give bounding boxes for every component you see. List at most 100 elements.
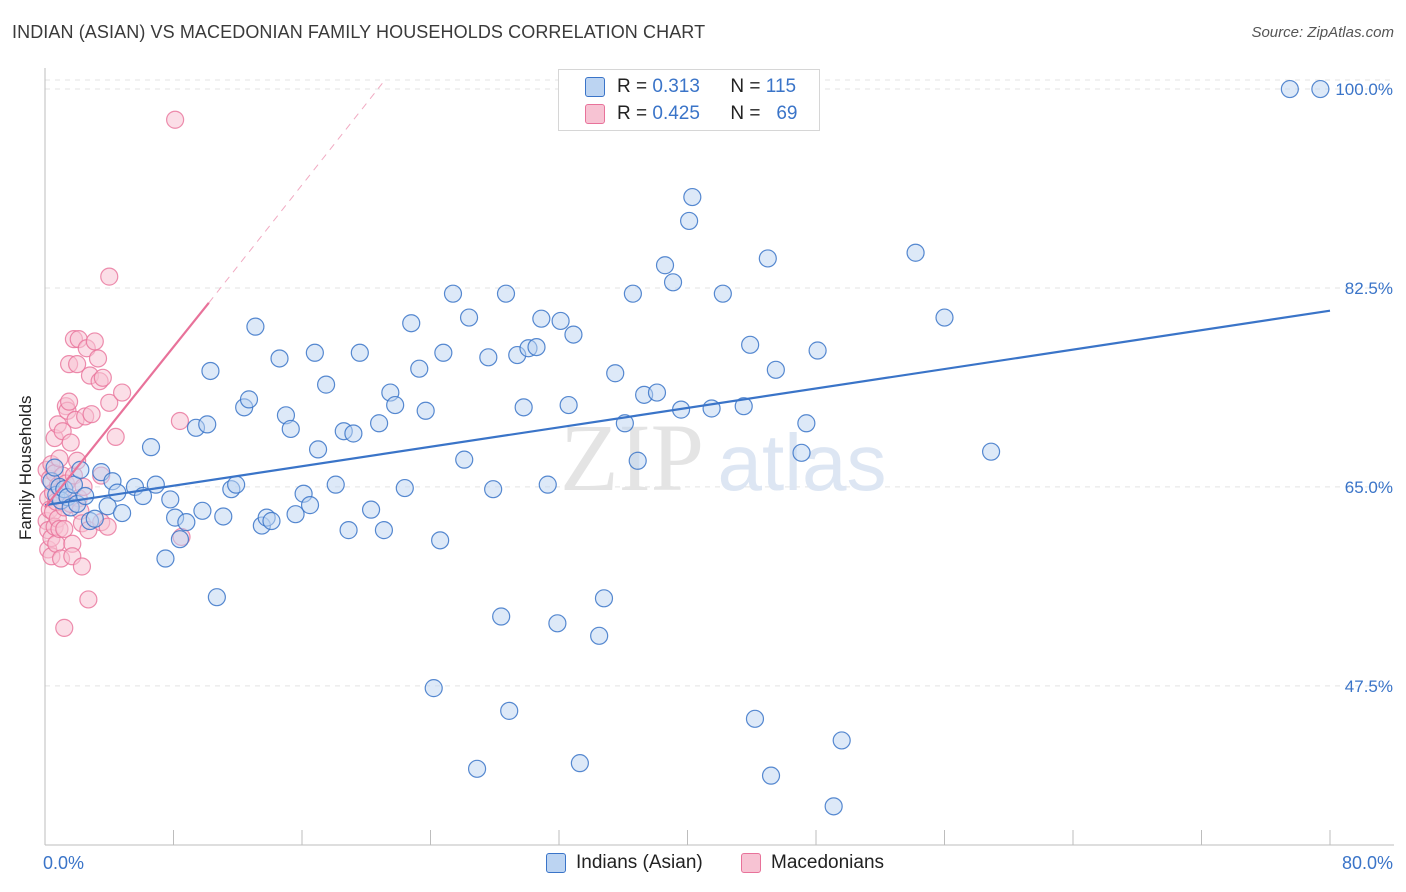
indians-asian-point bbox=[766, 360, 785, 379]
indians-asian-point bbox=[146, 475, 165, 494]
legend-swatch-indians bbox=[585, 77, 605, 97]
indians-asian-point bbox=[281, 419, 300, 439]
indians-asian-point bbox=[1311, 79, 1330, 99]
indians-asian-point bbox=[527, 337, 546, 357]
indians-asian-point bbox=[402, 314, 421, 333]
indians-asian-point bbox=[344, 424, 363, 443]
legend-n-label: N = bbox=[730, 76, 761, 97]
chart-source: Source: ZipAtlas.com bbox=[1251, 24, 1394, 41]
indians-asian-point bbox=[170, 530, 190, 549]
indians-asian-point bbox=[663, 273, 683, 292]
indians-asian-point bbox=[227, 475, 246, 494]
indians-asian-point bbox=[832, 731, 851, 750]
macedonians-point bbox=[55, 519, 74, 539]
indians-asian-point bbox=[741, 335, 760, 354]
macedonians-point bbox=[170, 411, 190, 431]
indians-asian-point bbox=[538, 475, 557, 494]
macedonians-point bbox=[88, 349, 108, 368]
indians-asian-point bbox=[270, 349, 289, 368]
watermark-atlas: atlas bbox=[718, 418, 887, 507]
macedonians-point bbox=[55, 618, 74, 637]
indians-asian-point bbox=[564, 325, 583, 344]
indians-asian-point bbox=[655, 256, 675, 275]
indians-asian-point bbox=[484, 480, 503, 499]
x-tick-label-min: 0.0% bbox=[43, 853, 84, 873]
indians-asian-point bbox=[361, 500, 381, 519]
bottom-legend-label-indians: Indians (Asian) bbox=[576, 852, 703, 873]
indians-asian-point bbox=[713, 284, 732, 303]
indians-asian-point bbox=[416, 401, 435, 420]
macedonians-trend-line bbox=[44, 302, 210, 509]
indians-asian-point bbox=[141, 438, 161, 457]
indians-asian-point bbox=[559, 395, 578, 415]
indians-asian-point bbox=[308, 440, 328, 459]
indians-asian-points bbox=[42, 79, 1330, 816]
x-tick-labels: 0.0% 80.0% bbox=[43, 853, 1393, 873]
indians-asian-point bbox=[410, 359, 429, 378]
legend-n-value-macedonians: 69 bbox=[776, 103, 798, 124]
indians-asian-point bbox=[443, 284, 463, 303]
indians-asian-point bbox=[745, 709, 765, 728]
indians-asian-point bbox=[246, 317, 265, 336]
indians-asian-point bbox=[305, 343, 324, 362]
y-tick-label: 47.5% bbox=[1345, 677, 1393, 696]
indians-asian-point bbox=[548, 614, 567, 633]
indians-asian-point bbox=[326, 475, 345, 494]
indians-asian-point bbox=[758, 249, 777, 268]
indians-asian-point bbox=[431, 531, 450, 550]
indians-asian-point bbox=[492, 607, 511, 626]
trend-lines bbox=[44, 83, 1331, 509]
indians-asian-point bbox=[594, 589, 614, 608]
indians-asian-point bbox=[286, 505, 305, 524]
indians-asian-point bbox=[906, 243, 925, 262]
indians-asian-point bbox=[262, 511, 281, 531]
legend-r-value-macedonians: 0.425 bbox=[652, 103, 700, 124]
macedonians-point bbox=[112, 383, 132, 402]
y-tick-label: 100.0% bbox=[1335, 80, 1393, 99]
indians-asian-point bbox=[590, 626, 609, 645]
indians-asian-point bbox=[45, 458, 64, 477]
indians-asian-point bbox=[479, 348, 498, 367]
indians-asian-point bbox=[198, 415, 217, 434]
legend-r-label: R = bbox=[617, 76, 648, 97]
indians-asian-point bbox=[177, 513, 196, 532]
gridlines bbox=[45, 79, 1394, 687]
indians-asian-point bbox=[193, 501, 212, 520]
macedonians-point bbox=[68, 355, 87, 374]
legend-n-value-indians: 115 bbox=[765, 76, 797, 97]
y-tick-label: 82.5% bbox=[1345, 279, 1393, 298]
macedonians-point bbox=[82, 405, 101, 424]
macedonians-point bbox=[106, 427, 125, 447]
indians-asian-point bbox=[455, 450, 474, 469]
macedonians-point bbox=[59, 392, 79, 411]
indians-asian-point bbox=[761, 766, 781, 785]
macedonians-point bbox=[85, 332, 104, 351]
axes bbox=[44, 68, 1394, 846]
bottom-legend-indians: Indians (Asian) bbox=[546, 852, 703, 874]
y-tick-label: 65.0% bbox=[1345, 478, 1393, 497]
indians-asian-point bbox=[350, 343, 369, 362]
macedonians-point bbox=[93, 368, 112, 387]
indians-asian-point bbox=[395, 478, 414, 498]
indians-asian-point bbox=[71, 460, 90, 479]
macedonians-point bbox=[166, 110, 185, 129]
legend-r-label: R = bbox=[617, 103, 648, 124]
indians-asian-point bbox=[300, 496, 320, 515]
legend-swatch-macedonians bbox=[585, 104, 605, 124]
bottom-legend-swatch-indians bbox=[546, 853, 566, 873]
macedonians-point bbox=[72, 557, 92, 576]
indians-asian-point bbox=[316, 375, 336, 394]
indians-asian-point bbox=[532, 309, 551, 328]
indians-asian-point bbox=[606, 364, 625, 383]
indians-asian-point bbox=[370, 414, 389, 433]
indians-asian-point bbox=[551, 311, 570, 331]
indians-asian-point bbox=[424, 679, 443, 698]
bottom-legend-label-macedonians: Macedonians bbox=[771, 852, 885, 873]
bottom-legend-macedonians: Macedonians bbox=[741, 852, 884, 874]
indians-asian-point bbox=[207, 588, 226, 607]
legend-row-indians: R = 0.313 N = 115 bbox=[585, 75, 796, 99]
indians-asian-point bbox=[734, 397, 753, 416]
correlation-legend: R = 0.313 N = 115 R = 0.425 N = 69 bbox=[558, 69, 820, 131]
indians-asian-point bbox=[467, 759, 487, 778]
indians-asian-point bbox=[514, 398, 533, 417]
